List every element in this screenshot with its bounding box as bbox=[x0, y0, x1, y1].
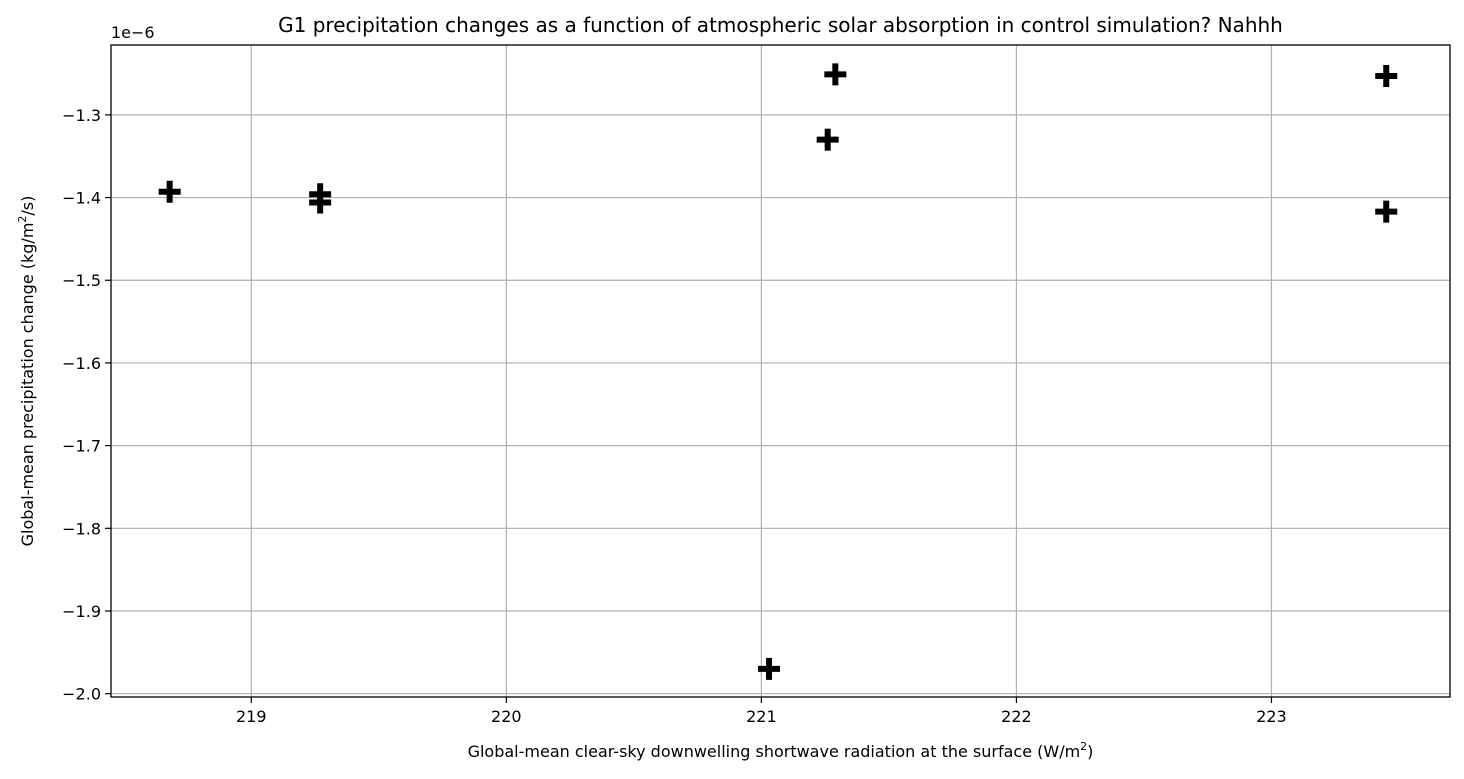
data-point bbox=[1375, 200, 1398, 223]
y-tick-label: −1.4 bbox=[62, 189, 101, 208]
y-axis-label-tail: /s) bbox=[18, 196, 37, 216]
y-tick-label: −1.8 bbox=[62, 519, 101, 538]
y-axis-label-main: Global-mean precipitation change (kg/m bbox=[18, 223, 37, 547]
x-tick-label: 219 bbox=[236, 707, 267, 726]
data-point bbox=[1375, 65, 1398, 88]
y-offset-label: 1e−6 bbox=[111, 23, 155, 42]
data-point bbox=[816, 128, 839, 151]
x-axis-label-main: Global-mean clear-sky downwelling shortw… bbox=[468, 742, 1081, 761]
y-tick-label: −1.3 bbox=[62, 106, 101, 125]
data-point bbox=[309, 191, 332, 214]
data-point bbox=[158, 180, 181, 203]
x-axis-label: Global-mean clear-sky downwelling shortw… bbox=[468, 740, 1094, 761]
x-tick-label: 220 bbox=[491, 707, 522, 726]
x-axis-label-tail: ) bbox=[1087, 742, 1093, 761]
x-tick-label: 221 bbox=[746, 707, 777, 726]
data-point bbox=[824, 63, 847, 86]
data-points bbox=[158, 63, 1398, 680]
y-tick-label: −1.7 bbox=[62, 437, 101, 456]
x-tick-label: 223 bbox=[1256, 707, 1287, 726]
plot-frame bbox=[110, 44, 1451, 698]
y-tick-label: −2.0 bbox=[62, 685, 101, 704]
axis-ticks: 219 220 221 222 223 −2.0 −1.9 −1.8 −1.7 −1.6 −1.5 −… bbox=[62, 106, 1287, 726]
y-tick-label: −1.5 bbox=[62, 271, 101, 290]
y-axis-label-sup: 2 bbox=[16, 216, 29, 223]
y-axis-label: Global-mean precipitation change (kg/m2/… bbox=[16, 196, 37, 547]
x-axis-label-sup: 2 bbox=[1080, 740, 1087, 753]
x-tick-label: 222 bbox=[1001, 707, 1032, 726]
y-tick-label: −1.9 bbox=[62, 602, 101, 621]
grid-lines bbox=[111, 45, 1450, 697]
y-tick-label: −1.6 bbox=[62, 354, 101, 373]
chart-title: G1 precipitation changes as a function o… bbox=[278, 13, 1283, 37]
data-point bbox=[758, 657, 781, 680]
